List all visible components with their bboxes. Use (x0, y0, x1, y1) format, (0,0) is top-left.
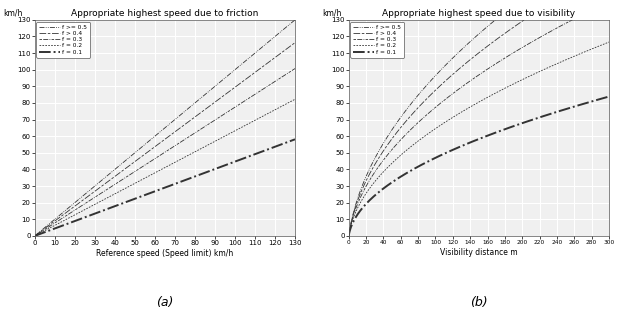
f = 0.2 (186, 153, 193, 156)
Line: f = 0.2: f = 0.2 (35, 99, 295, 236)
f > 0.4 (345, 234, 353, 238)
f > 0.4 (156, 141, 164, 145)
f = 0.2 (371, 179, 379, 183)
Text: km/h: km/h (323, 9, 342, 18)
f = 0.2 (606, 40, 613, 44)
f = 0.1 (31, 234, 39, 238)
f >= 0.5 (186, 105, 193, 109)
f >= 0.5 (450, 55, 458, 59)
Text: km/h: km/h (4, 9, 23, 18)
f = 0.1 (156, 188, 164, 192)
f > 0.4 (524, 16, 531, 20)
f >= 0.5 (155, 131, 162, 135)
f = 0.3 (156, 154, 164, 157)
f = 0.1 (155, 188, 162, 192)
f = 0.1 (186, 176, 193, 180)
Line: f = 0.3: f = 0.3 (35, 69, 295, 236)
f = 0.2 (345, 234, 353, 238)
f > 0.4 (155, 142, 162, 146)
f >= 0.5 (31, 234, 39, 238)
f > 0.4 (553, 0, 560, 1)
f = 0.3 (186, 134, 193, 138)
f = 0.3 (548, 29, 556, 33)
f = 0.3 (285, 71, 292, 74)
Line: f = 0.1: f = 0.1 (35, 139, 295, 236)
f >= 0.5 (345, 234, 353, 238)
f = 0.3 (524, 42, 531, 46)
Title: Appropriate highest speed due to friction: Appropriate highest speed due to frictio… (71, 9, 259, 18)
f > 0.4 (371, 162, 379, 166)
Line: f = 0.3: f = 0.3 (349, 2, 609, 236)
f > 0.4 (31, 234, 39, 238)
f = 0.1 (450, 147, 458, 151)
f = 0.1 (606, 94, 613, 98)
f = 0.3 (371, 169, 379, 173)
f = 0.3 (345, 234, 353, 238)
f = 0.3 (244, 97, 252, 101)
f = 0.3 (292, 67, 299, 71)
Legend: f >= 0.5, f > 0.4, f = 0.3, f = 0.2, f = 0.1: f >= 0.5, f > 0.4, f = 0.3, f = 0.2, f =… (36, 22, 90, 57)
f > 0.4 (285, 45, 292, 49)
f = 0.2 (292, 97, 299, 101)
f > 0.4 (244, 75, 252, 79)
f = 0.1 (172, 182, 179, 186)
Line: f >= 0.5: f >= 0.5 (349, 0, 609, 236)
f = 0.3 (31, 234, 39, 238)
f >= 0.5 (172, 117, 179, 121)
f = 0.1 (345, 234, 353, 238)
Line: f >= 0.5: f >= 0.5 (35, 20, 295, 236)
f = 0.3 (450, 91, 458, 95)
f > 0.4 (460, 63, 467, 67)
f = 0.2 (172, 160, 179, 164)
f > 0.4 (548, 0, 556, 4)
f = 0.3 (172, 143, 179, 147)
f = 0.2 (155, 169, 162, 173)
Line: f > 0.4: f > 0.4 (349, 0, 609, 236)
Line: f = 0.2: f = 0.2 (349, 42, 609, 236)
f >= 0.5 (371, 155, 379, 159)
Line: f > 0.4: f > 0.4 (35, 43, 295, 236)
X-axis label: Reference speed (Speed limit) km/h: Reference speed (Speed limit) km/h (96, 249, 234, 258)
f >= 0.5 (156, 130, 164, 134)
f = 0.1 (460, 143, 467, 147)
f = 0.3 (606, 0, 613, 4)
f = 0.2 (553, 62, 560, 66)
f = 0.2 (450, 114, 458, 118)
Line: f = 0.1: f = 0.1 (349, 96, 609, 236)
f > 0.4 (172, 130, 179, 133)
f = 0.1 (524, 119, 531, 123)
f = 0.2 (548, 64, 556, 68)
f = 0.3 (155, 154, 162, 158)
f > 0.4 (450, 71, 458, 75)
f = 0.2 (156, 168, 164, 172)
f = 0.2 (244, 122, 252, 126)
Legend: f >= 0.5, f > 0.4, f = 0.3, f = 0.2, f = 0.1: f >= 0.5, f > 0.4, f = 0.3, f = 0.2, f =… (351, 22, 404, 57)
f >= 0.5 (292, 18, 299, 22)
f >= 0.5 (244, 57, 252, 61)
Text: (b): (b) (470, 297, 488, 309)
f = 0.2 (285, 101, 292, 105)
f = 0.3 (553, 26, 560, 30)
f = 0.2 (524, 75, 531, 79)
f = 0.2 (460, 109, 467, 113)
Text: (a): (a) (156, 297, 174, 309)
f >= 0.5 (460, 46, 467, 50)
f = 0.2 (31, 234, 39, 238)
f = 0.3 (460, 84, 467, 88)
f = 0.1 (371, 193, 379, 197)
f = 0.1 (244, 155, 252, 159)
f = 0.1 (292, 137, 299, 141)
f = 0.1 (285, 140, 292, 144)
f > 0.4 (186, 119, 193, 123)
X-axis label: Visibility distance m: Visibility distance m (440, 248, 518, 257)
f = 0.1 (548, 112, 556, 115)
f > 0.4 (292, 41, 299, 45)
f >= 0.5 (285, 23, 292, 27)
Title: Appropriate highest speed due to visibility: Appropriate highest speed due to visibil… (383, 9, 576, 18)
f = 0.1 (553, 110, 560, 114)
